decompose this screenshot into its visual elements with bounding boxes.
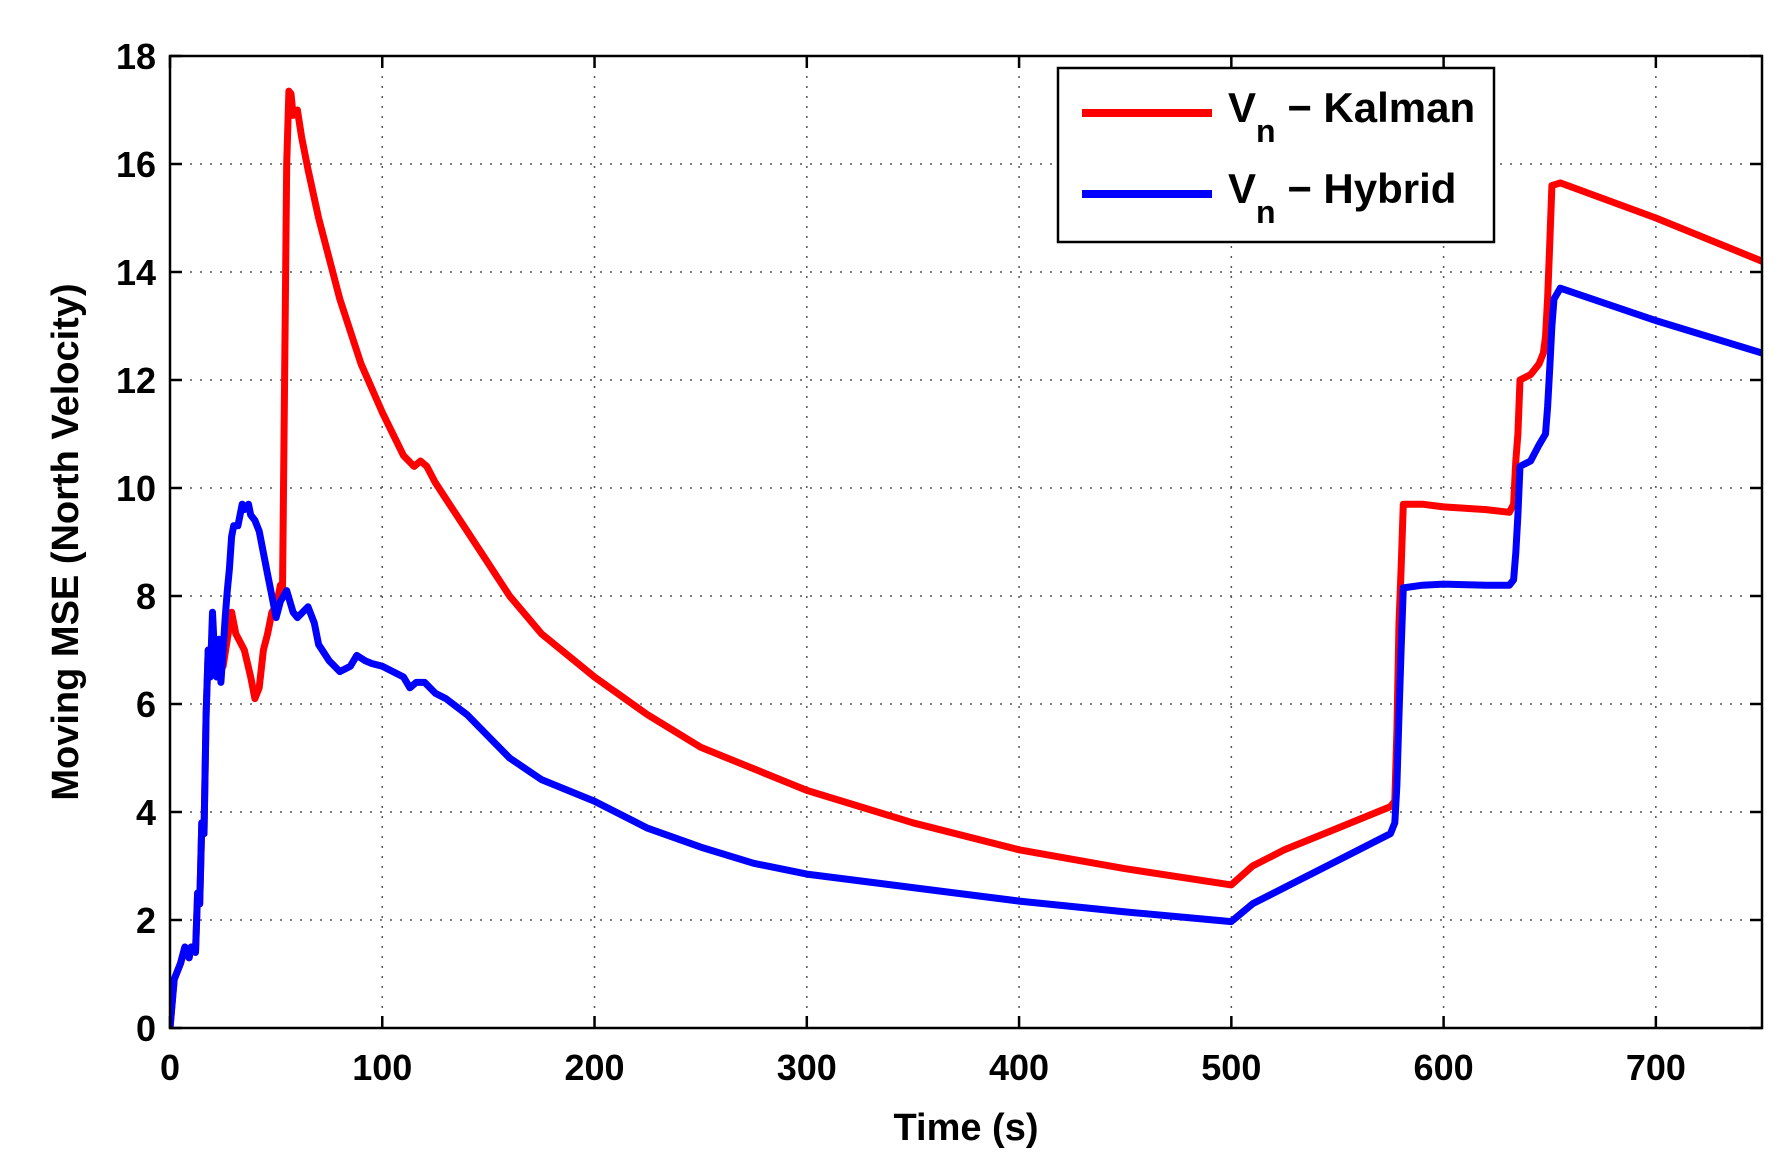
- legend-hybrid-suffix: − Hybrid: [1276, 165, 1457, 212]
- y-tick-label: 2: [136, 900, 156, 941]
- y-tick-label: 18: [116, 36, 156, 77]
- legend: Vn − Kalman Vn − Hybrid: [1056, 66, 1496, 244]
- y-tick-labels: 0 2 4 6 8 10 12 14 16 18: [116, 36, 156, 1049]
- x-tick-label: 100: [352, 1047, 412, 1088]
- grid-lines: [170, 56, 1762, 1028]
- x-tick-label: 300: [777, 1047, 837, 1088]
- legend-label-hybrid: Vn − Hybrid: [1228, 165, 1456, 230]
- x-tick-label: 600: [1414, 1047, 1474, 1088]
- legend-box: [1056, 66, 1496, 244]
- y-tick-label: 8: [136, 576, 156, 617]
- legend-kalman-main: V: [1228, 84, 1256, 131]
- legend-label-kalman: Vn − Kalman: [1228, 84, 1475, 149]
- x-tick-label: 0: [160, 1047, 180, 1088]
- y-tick-label: 4: [136, 792, 156, 833]
- y-tick-label: 0: [136, 1008, 156, 1049]
- y-tick-label: 14: [116, 252, 156, 293]
- y-axis-title: Moving MSE (North Velocity): [45, 283, 87, 800]
- legend-hybrid-main: V: [1228, 165, 1256, 212]
- x-tick-label: 700: [1626, 1047, 1686, 1088]
- x-tick-label: 500: [1201, 1047, 1261, 1088]
- axes-frame: [168, 54, 1764, 1030]
- y-tick-label: 12: [116, 360, 156, 401]
- legend-kalman-sub: n: [1256, 113, 1276, 149]
- tick-marks: [168, 54, 1762, 1030]
- series-lines: [170, 87, 1762, 1028]
- x-axis-title: Time (s): [893, 1107, 1038, 1149]
- plot-area-background: [170, 56, 1762, 1028]
- x-tick-labels: 0 100 200 300 400 500 600 700: [160, 1047, 1686, 1088]
- y-tick-label: 10: [116, 468, 156, 509]
- y-tick-label: 16: [116, 144, 156, 185]
- y-tick-label: 6: [136, 684, 156, 725]
- legend-kalman-suffix: − Kalman: [1276, 84, 1476, 131]
- series-line-vn-hybrid: [170, 284, 1762, 1028]
- x-tick-label: 400: [989, 1047, 1049, 1088]
- x-tick-label: 200: [564, 1047, 624, 1088]
- legend-hybrid-sub: n: [1256, 194, 1276, 230]
